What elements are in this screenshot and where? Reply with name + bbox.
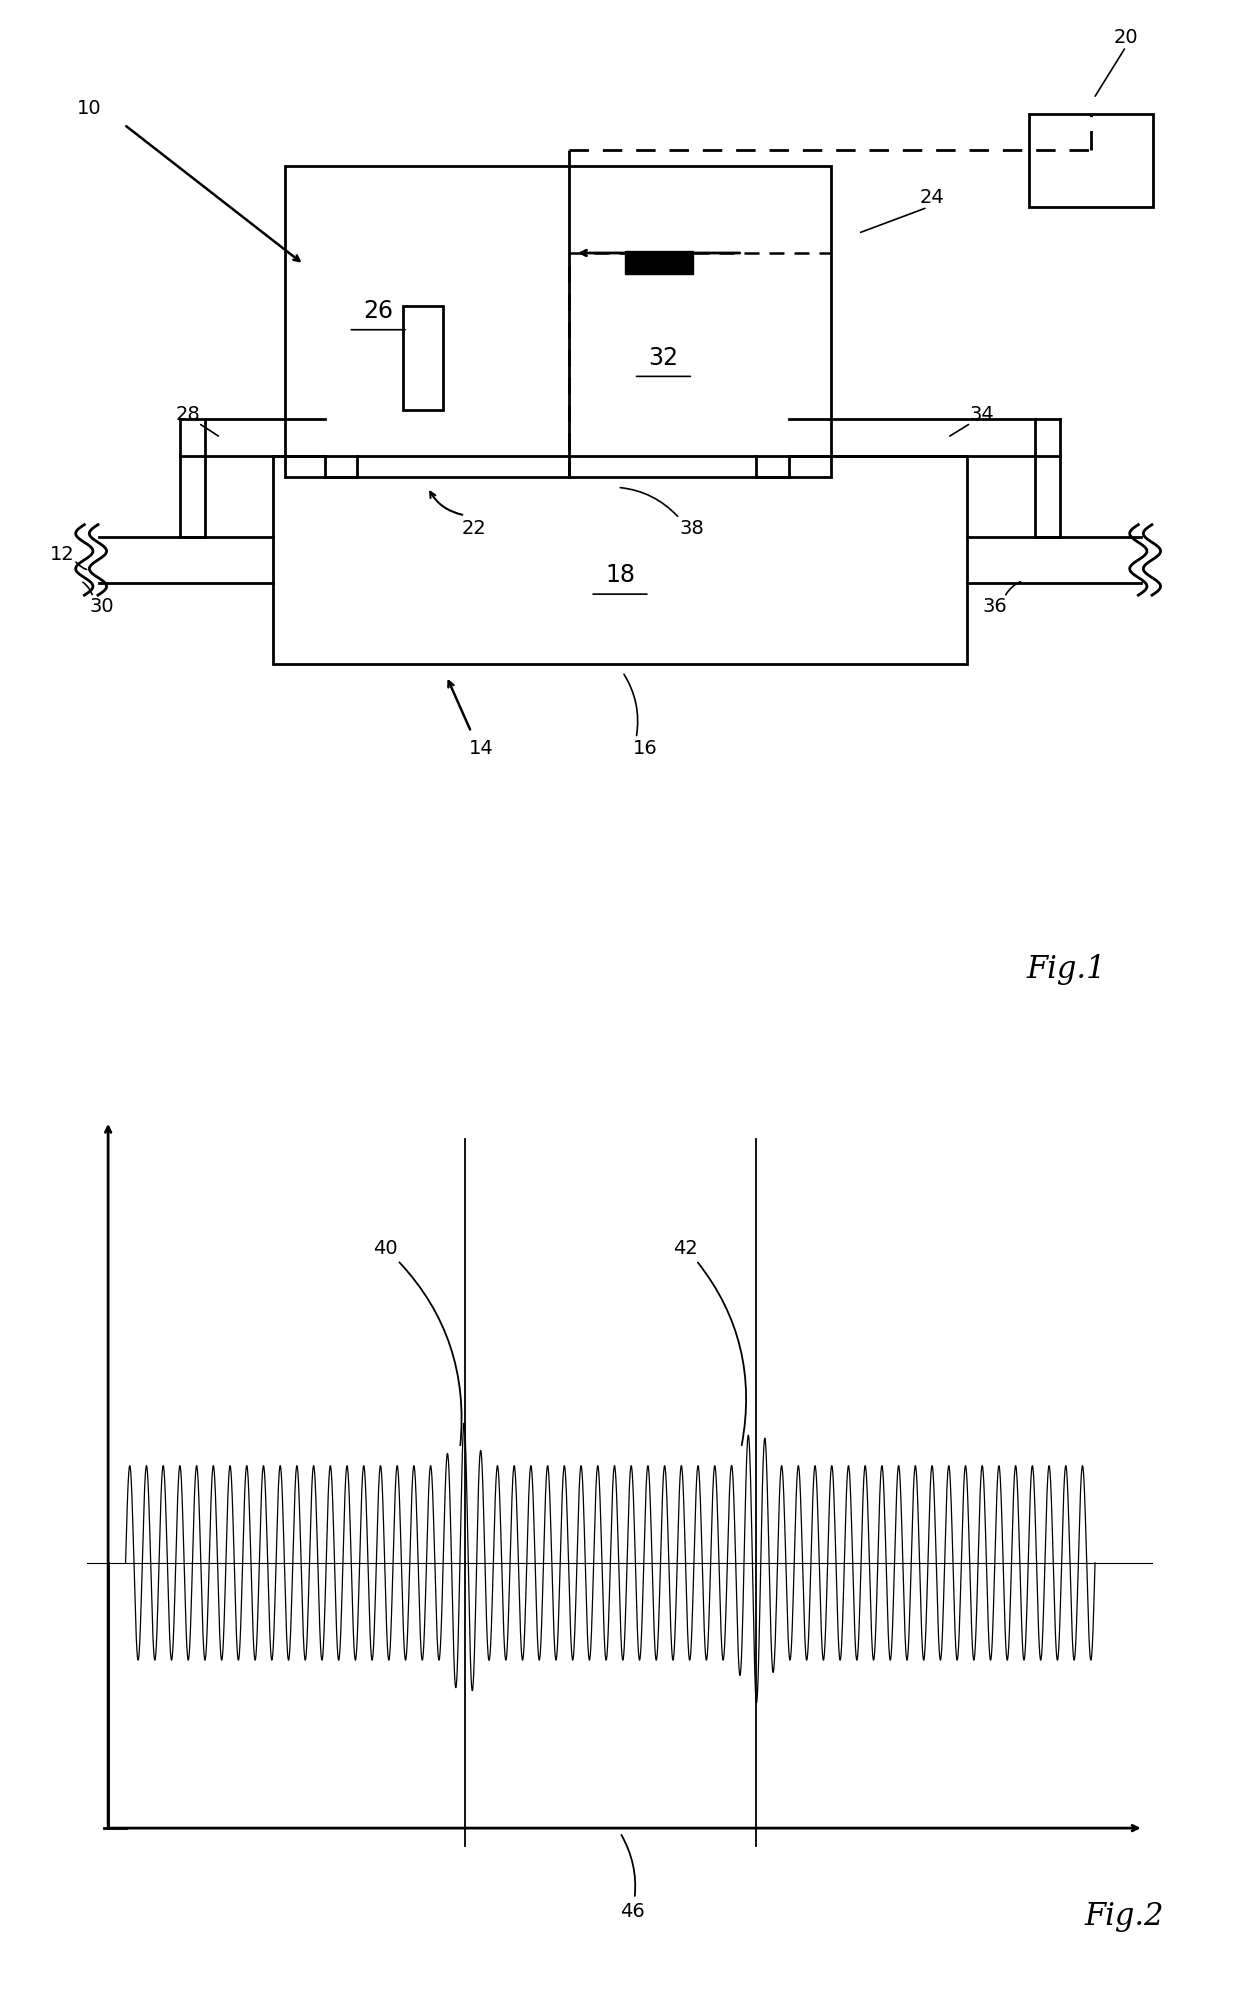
Text: 20: 20 <box>1114 28 1138 46</box>
Text: 32: 32 <box>649 345 678 369</box>
Text: Fig.2: Fig.2 <box>1084 1900 1164 1932</box>
Text: 26: 26 <box>363 299 393 323</box>
Text: 14: 14 <box>469 740 494 758</box>
Text: 40: 40 <box>373 1238 461 1446</box>
Text: 38: 38 <box>680 518 704 538</box>
Bar <box>1029 114 1153 207</box>
Text: 12: 12 <box>50 544 74 564</box>
Text: 28: 28 <box>176 405 201 425</box>
Bar <box>285 166 831 477</box>
Text: 42: 42 <box>673 1238 746 1446</box>
Text: 10: 10 <box>77 100 102 118</box>
Text: 30: 30 <box>89 596 114 616</box>
Text: 18: 18 <box>605 564 635 588</box>
Text: Fig.1: Fig.1 <box>1027 953 1106 985</box>
Text: 22: 22 <box>461 518 486 538</box>
Text: 34: 34 <box>970 405 994 425</box>
Bar <box>625 251 693 273</box>
Bar <box>273 457 967 664</box>
Text: 36: 36 <box>982 596 1007 616</box>
Bar <box>403 305 443 409</box>
Text: 24: 24 <box>920 187 945 207</box>
Text: 16: 16 <box>632 740 657 758</box>
Text: 46: 46 <box>620 1834 645 1920</box>
